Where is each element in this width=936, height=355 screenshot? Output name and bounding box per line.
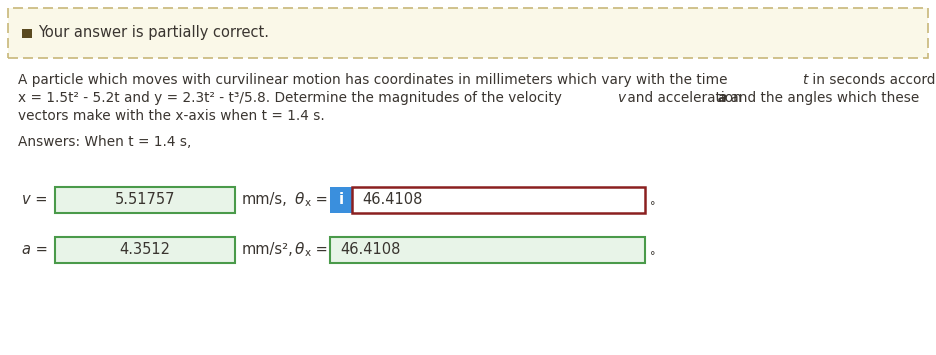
Text: x: x bbox=[305, 198, 311, 208]
FancyBboxPatch shape bbox=[55, 187, 235, 213]
Text: in seconds according to: in seconds according to bbox=[808, 73, 936, 87]
Text: Your answer is partially correct.: Your answer is partially correct. bbox=[38, 25, 269, 40]
Text: i: i bbox=[339, 192, 344, 208]
Text: θ: θ bbox=[295, 191, 304, 207]
Text: 46.4108: 46.4108 bbox=[340, 242, 401, 257]
Text: a: a bbox=[718, 91, 727, 105]
Text: and the angles which these: and the angles which these bbox=[726, 91, 919, 105]
Text: mm/s²,: mm/s², bbox=[242, 242, 294, 257]
Text: 46.4108: 46.4108 bbox=[362, 192, 422, 208]
Text: and acceleration: and acceleration bbox=[623, 91, 746, 105]
Text: x: x bbox=[305, 248, 311, 258]
Text: v =: v = bbox=[22, 192, 48, 208]
FancyBboxPatch shape bbox=[352, 187, 645, 213]
FancyBboxPatch shape bbox=[330, 237, 645, 263]
Text: mm/s,: mm/s, bbox=[242, 192, 287, 208]
Text: °: ° bbox=[650, 201, 655, 211]
Text: 4.3512: 4.3512 bbox=[120, 242, 170, 257]
Text: v: v bbox=[617, 91, 625, 105]
Text: =: = bbox=[311, 192, 328, 208]
Bar bbox=[22, 29, 32, 38]
Text: θ: θ bbox=[295, 241, 304, 257]
Text: 5.51757: 5.51757 bbox=[115, 192, 175, 208]
Text: Answers: When t = 1.4 s,: Answers: When t = 1.4 s, bbox=[18, 135, 191, 149]
Text: =: = bbox=[311, 242, 328, 257]
FancyBboxPatch shape bbox=[8, 8, 928, 58]
Text: °: ° bbox=[650, 251, 655, 261]
Text: x = 1.5t² - 5.2t and y = 2.3t² - t³/5.8. Determine the magnitudes of the velocit: x = 1.5t² - 5.2t and y = 2.3t² - t³/5.8.… bbox=[18, 91, 566, 105]
Text: vectors make with the x-axis when t = 1.4 s.: vectors make with the x-axis when t = 1.… bbox=[18, 109, 325, 123]
Text: t: t bbox=[802, 73, 808, 87]
Text: A particle which moves with curvilinear motion has coordinates in millimeters wh: A particle which moves with curvilinear … bbox=[18, 73, 732, 87]
Text: a =: a = bbox=[22, 242, 48, 257]
FancyBboxPatch shape bbox=[330, 187, 352, 213]
FancyBboxPatch shape bbox=[55, 237, 235, 263]
